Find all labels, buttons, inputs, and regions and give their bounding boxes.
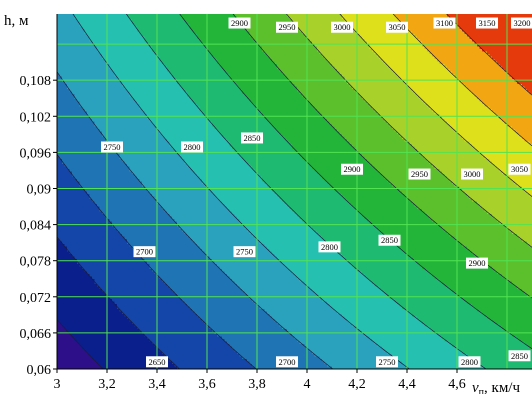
contour-fill (57, 14, 532, 370)
